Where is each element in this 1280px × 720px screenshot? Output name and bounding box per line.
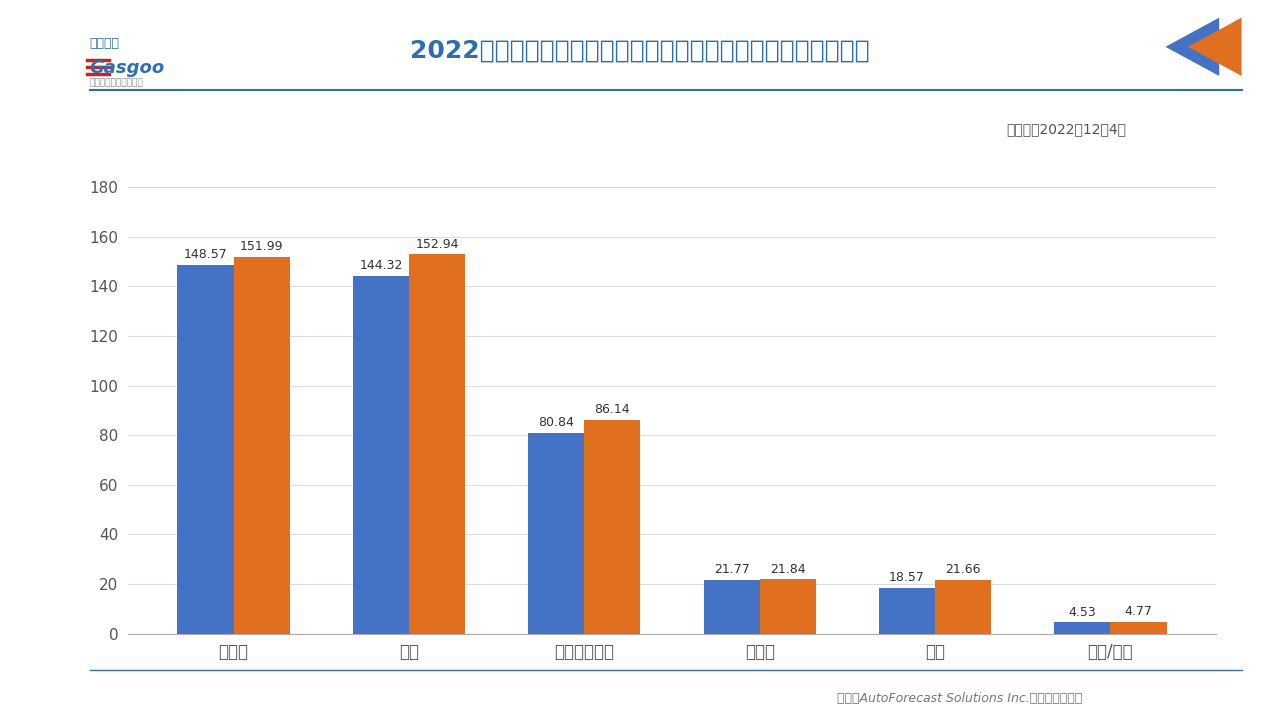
Bar [704,580,760,634]
Text: 148.57: 148.57 [183,248,228,261]
Text: 21.77: 21.77 [714,563,750,576]
Text: 4.77: 4.77 [1125,605,1152,618]
Text: 18.57: 18.57 [890,571,925,584]
Bar [353,276,408,634]
Text: 21.84: 21.84 [771,563,805,576]
Text: 152.94: 152.94 [415,238,458,251]
Text: 来源：AutoForecast Solutions Inc.；盖世汽车整理: 来源：AutoForecast Solutions Inc.；盖世汽车整理 [837,692,1083,705]
Bar [178,265,233,634]
Text: 数据截至2022年12月4日: 数据截至2022年12月4日 [1006,122,1126,137]
Text: 151.99: 151.99 [239,240,283,253]
Bar [584,420,640,634]
Text: 86.14: 86.14 [595,403,630,416]
Text: 80.84: 80.84 [539,416,575,429]
Bar [233,256,289,634]
Text: 21.66: 21.66 [946,563,980,576]
Bar [408,254,465,634]
Text: 144.32: 144.32 [360,259,403,272]
Bar [936,580,991,634]
Bar [1111,622,1166,634]
Bar [1055,622,1111,634]
Text: 4.53: 4.53 [1069,606,1096,618]
Text: 2022年全球各地区汽车累计减产量和预计减产量（单位：万辆）: 2022年全球各地区汽车累计减产量和预计减产量（单位：万辆） [410,38,870,63]
Bar [760,580,815,634]
Polygon shape [1188,17,1242,76]
Bar [879,588,936,634]
Polygon shape [1166,17,1219,76]
Text: 盖世汽车: 盖世汽车 [90,37,119,50]
Bar [529,433,584,634]
Text: Gasgoo: Gasgoo [90,59,165,77]
Text: 汽车产业媒体报告平台: 汽车产业媒体报告平台 [90,78,143,87]
